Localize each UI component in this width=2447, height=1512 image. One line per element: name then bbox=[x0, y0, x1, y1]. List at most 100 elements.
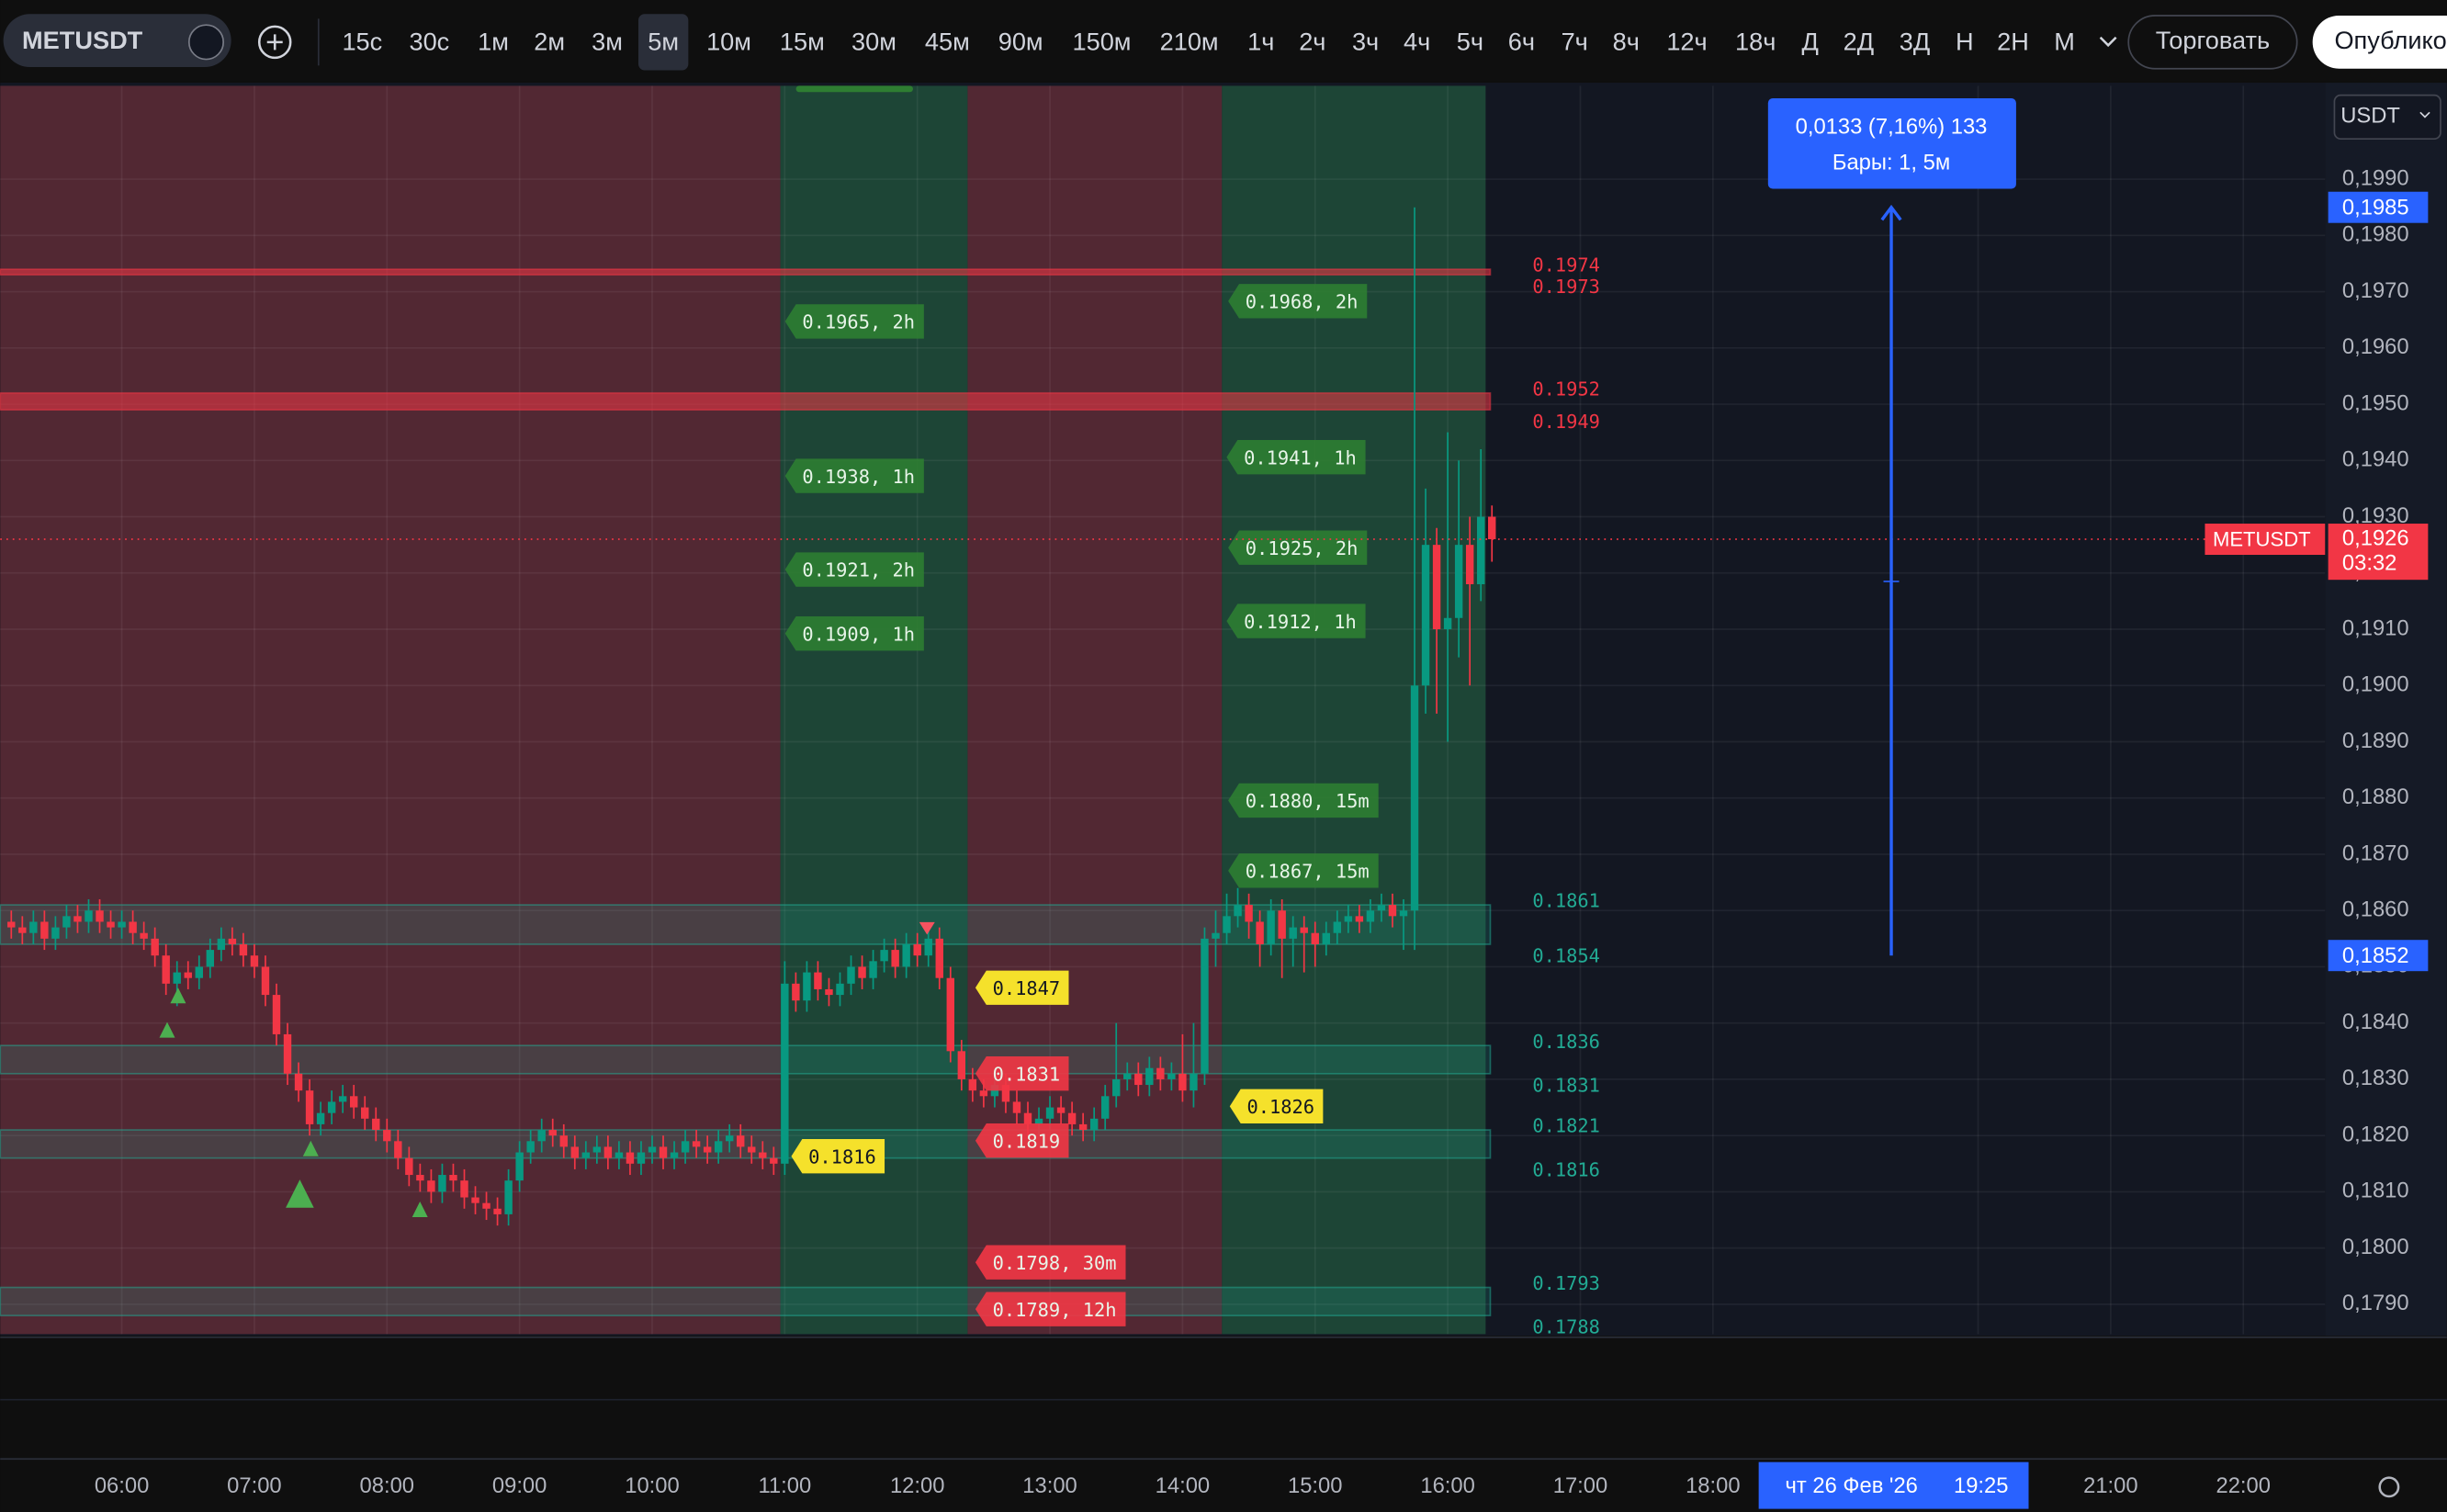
interval-button[interactable]: 45м bbox=[925, 28, 970, 56]
interval-button[interactable]: 210м bbox=[1160, 28, 1219, 56]
interval-button[interactable]: 2Н bbox=[1997, 28, 2029, 56]
interval-button[interactable]: 7ч bbox=[1562, 28, 1588, 56]
sell-signal bbox=[919, 921, 935, 935]
candle-body bbox=[1488, 516, 1496, 540]
add-button[interactable] bbox=[257, 25, 292, 60]
interval-button[interactable]: 2ч bbox=[1299, 28, 1325, 56]
interval-button[interactable]: 4ч bbox=[1404, 28, 1430, 56]
crosshair-time: 19:25 bbox=[1954, 1473, 2008, 1498]
interval-button[interactable]: 8ч bbox=[1613, 28, 1640, 56]
interval-button[interactable]: 30м bbox=[851, 28, 896, 56]
candle-body bbox=[162, 955, 170, 984]
interval-button[interactable]: 15с bbox=[342, 28, 382, 56]
zone bbox=[0, 1129, 1492, 1159]
candle-body bbox=[581, 1152, 591, 1158]
interval-button[interactable]: 6ч bbox=[1508, 28, 1535, 56]
annotation-text: 0.1819 bbox=[993, 1130, 1061, 1152]
interval-button[interactable]: М bbox=[2054, 28, 2075, 56]
candle-body bbox=[73, 916, 82, 922]
candle-body bbox=[460, 1180, 468, 1198]
candle-body bbox=[891, 950, 899, 967]
interval-button[interactable]: 10м bbox=[706, 28, 751, 56]
candle-body bbox=[714, 1141, 723, 1153]
interval-button[interactable]: 5м bbox=[648, 28, 679, 56]
interval-button[interactable]: 2Д bbox=[1844, 28, 1874, 56]
currency-caret[interactable] bbox=[2419, 111, 2430, 118]
candle-body bbox=[648, 1146, 657, 1153]
price-axis bbox=[2325, 83, 2447, 1337]
x-tick-label: 08:00 bbox=[360, 1473, 414, 1498]
interval-button[interactable]: 5ч bbox=[1457, 28, 1483, 56]
measure-price-label: 0,1852 bbox=[2342, 943, 2409, 968]
x-tick-label: 16:00 bbox=[1420, 1473, 1474, 1498]
interval-button[interactable]: 3м bbox=[592, 28, 623, 56]
symbol-icon bbox=[187, 24, 225, 61]
candle-body bbox=[869, 961, 877, 978]
candle-body bbox=[316, 1112, 325, 1124]
candle-body bbox=[1034, 1118, 1043, 1124]
candle-body bbox=[85, 910, 93, 922]
interval-button[interactable]: 1ч bbox=[1247, 28, 1274, 56]
zone-high-label: 0.1821 bbox=[1532, 1115, 1600, 1137]
candle-body bbox=[659, 1146, 668, 1158]
annotation-text: 0.1867, 15m bbox=[1246, 861, 1370, 883]
zone-high-label: 0.1952 bbox=[1532, 378, 1600, 400]
trade-button[interactable] bbox=[2127, 15, 2298, 70]
publish-button-label[interactable]: Опублико bbox=[2334, 26, 2446, 54]
zone-high-label: 0.1861 bbox=[1532, 890, 1600, 912]
candle-body bbox=[29, 921, 38, 933]
interval-button[interactable]: 3Д bbox=[1900, 28, 1931, 56]
annotation-tag bbox=[975, 970, 1069, 1005]
candle-body bbox=[1421, 545, 1430, 686]
candle-body bbox=[792, 983, 800, 1001]
more-icon[interactable] bbox=[2099, 36, 2117, 48]
interval-button[interactable]: 12ч bbox=[1666, 28, 1707, 56]
currency-selector[interactable] bbox=[2333, 94, 2441, 141]
x-tick-label: 12:00 bbox=[890, 1473, 944, 1498]
candle-body bbox=[1377, 905, 1386, 911]
interval-button[interactable]: Н bbox=[1956, 28, 1974, 56]
interval-button[interactable]: 2м bbox=[534, 28, 565, 56]
candle-body bbox=[1410, 685, 1419, 911]
annotation-tag bbox=[1228, 783, 1379, 818]
zone-high-label: 0.1793 bbox=[1532, 1272, 1600, 1294]
interval-button[interactable]: 150м bbox=[1073, 28, 1132, 56]
interval-button[interactable]: 18ч bbox=[1735, 28, 1776, 56]
candle-body bbox=[173, 972, 181, 984]
publish-button[interactable] bbox=[2312, 15, 2447, 69]
interval-button[interactable]: 1м bbox=[478, 28, 509, 56]
interval-button[interactable]: 15м bbox=[780, 28, 825, 56]
currency-label[interactable]: USDT bbox=[2340, 104, 2400, 129]
symbol-pill[interactable] bbox=[3, 14, 231, 68]
settings-icon[interactable] bbox=[2378, 1476, 2400, 1498]
interval-button[interactable]: Д bbox=[1801, 28, 1818, 56]
candle-body bbox=[803, 972, 811, 1001]
candle-body bbox=[250, 955, 259, 967]
annotation-tag bbox=[1228, 530, 1368, 565]
candle-body bbox=[703, 1146, 712, 1153]
annotation-text: 0.1816 bbox=[808, 1145, 876, 1168]
candle-body bbox=[1112, 1078, 1121, 1097]
candle-body bbox=[681, 1141, 690, 1153]
interval-button[interactable]: 3ч bbox=[1352, 28, 1379, 56]
candle-body bbox=[1145, 1067, 1154, 1086]
candle-body bbox=[438, 1175, 446, 1192]
active-interval-bg bbox=[638, 14, 689, 71]
candle-body bbox=[7, 921, 16, 928]
candle-body bbox=[427, 1180, 435, 1192]
candle-body bbox=[1100, 1096, 1110, 1119]
candle-body bbox=[1344, 916, 1353, 922]
candle-body bbox=[1333, 921, 1342, 933]
candle-body bbox=[327, 1101, 336, 1113]
crosshair-time-tag bbox=[1758, 1461, 2029, 1509]
interval-button[interactable]: 30с bbox=[409, 28, 449, 56]
candle-body bbox=[1223, 916, 1231, 933]
annotation-tag bbox=[1228, 284, 1368, 319]
y-tick-label: 0,1890 bbox=[2342, 728, 2409, 753]
trade-button-label[interactable]: Торговать bbox=[2156, 26, 2270, 54]
interval-button[interactable]: 90м bbox=[998, 28, 1043, 56]
candle-body bbox=[1056, 1107, 1066, 1113]
candle-body bbox=[979, 1090, 988, 1097]
symbol[interactable]: METUSDT bbox=[22, 26, 143, 54]
